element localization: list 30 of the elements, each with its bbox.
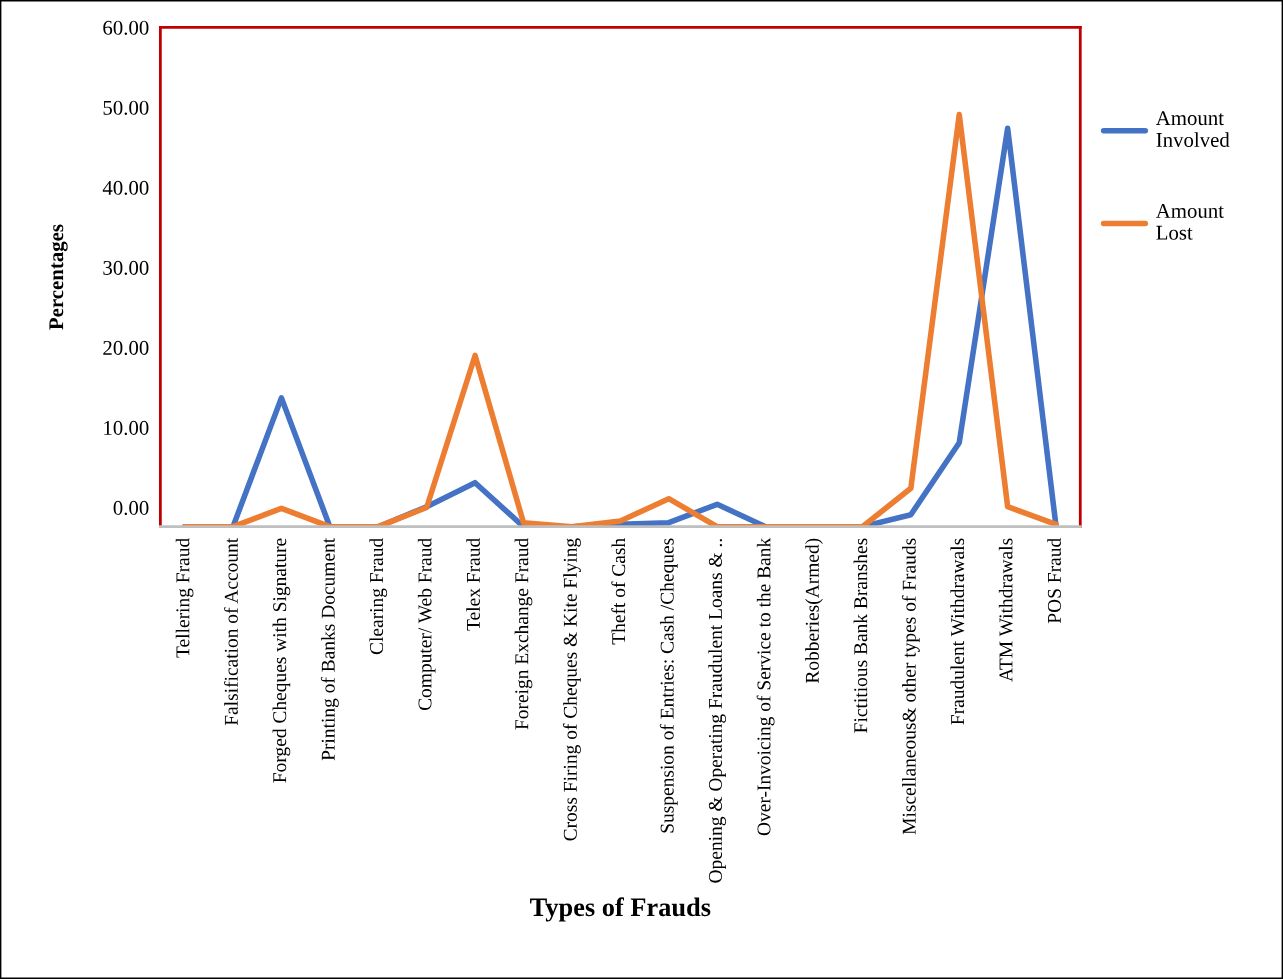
x-tick-label: Robberies(Armed) — [805, 538, 823, 684]
y-tick-label: 60.00 — [103, 20, 149, 35]
x-axis-title: Types of Frauds — [530, 897, 711, 922]
x-tick-label: Falsification of Account — [223, 537, 238, 726]
y-tick-label: 20.00 — [103, 340, 149, 355]
x-tick-label: Fraudulent Withdrawals — [950, 538, 965, 725]
x-tick-label: Computer/ Web Fraud — [417, 538, 436, 711]
legend-label: Amount Lost — [1155, 203, 1224, 240]
x-tick-label: Telex Fraud — [466, 538, 480, 631]
x-tick-label: Printing of Banks Document — [320, 537, 339, 761]
x-tick-label: Miscellaneous& other types of Frauds — [901, 538, 920, 835]
y-tick-label: 50.00 — [103, 100, 149, 115]
legend-label: Amount Involved — [1155, 111, 1230, 147]
x-tick-label: Clearing Fraud — [369, 538, 388, 655]
x-tick-label: Suspension of Entries: Cash /Cheques — [659, 538, 678, 833]
x-tick-label: Fictitious Bank Branshes — [853, 538, 868, 733]
y-axis-title: Percentages — [49, 224, 68, 330]
y-tick-label: 30.00 — [103, 260, 149, 275]
x-tick-label: POS Fraud — [1047, 538, 1061, 624]
y-tick-label: 0.00 — [113, 500, 149, 516]
x-tick-label: Cross Firing of Cheques & Kite Flying — [562, 538, 581, 841]
x-tick-label: Opening & Operating Fraudulent Loans & .. — [708, 539, 727, 883]
x-tick-label: Over-Invoicing of Service to the Bank — [756, 537, 775, 836]
x-tick-label: Theft of Cash — [611, 538, 626, 645]
x-tick-label: Tellering Fraud — [175, 538, 194, 658]
x-tick-label: ATM Withdrawals — [998, 538, 1013, 682]
x-tick-label: Forged Cheques with Signature — [272, 538, 291, 783]
x-tick-label: Foreign Exchange Fraud — [514, 538, 533, 730]
y-tick-label: 10.00 — [104, 420, 149, 436]
y-tick-label: 40.00 — [102, 180, 149, 195]
